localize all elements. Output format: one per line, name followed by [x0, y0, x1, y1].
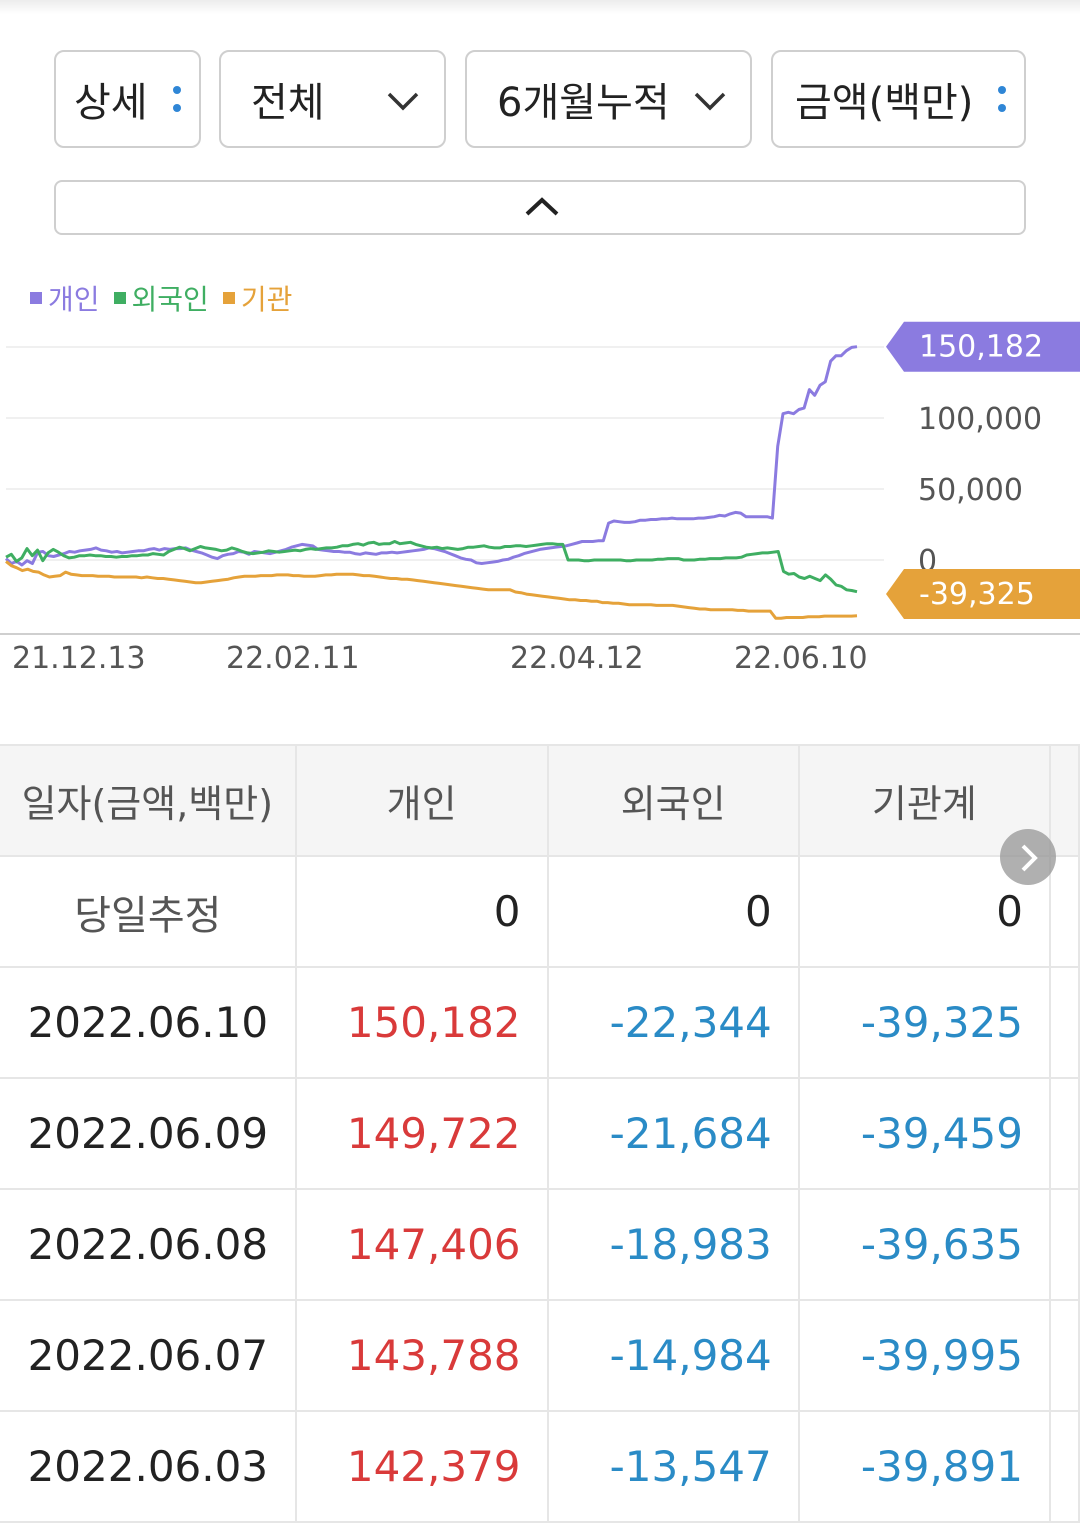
estimate-individual: 0: [295, 856, 549, 968]
chart-series: [4, 345, 858, 620]
table-row-estimate: 당일추정 0 0 0: [0, 856, 1080, 968]
chart-callouts: 150,182 -39,325: [886, 321, 1080, 619]
series-line-institution: [5, 560, 858, 620]
header-date: 일자(금액,백만): [0, 744, 297, 857]
x-tick-label: 22.06.10: [734, 641, 868, 676]
chevron-down-icon: [387, 92, 419, 111]
investor-table: 일자(금액,백만) 개인 외국인 기관계 당일추정 0 0 0 2022.06.…: [0, 744, 1080, 1523]
overflow-cell: [1049, 1300, 1080, 1412]
more-options-icon: [998, 86, 1006, 122]
legend-swatch: [222, 292, 235, 304]
overflow-cell: [1049, 856, 1080, 968]
overflow-cell: [1049, 967, 1080, 1079]
row-foreign: -18,983: [547, 1189, 800, 1301]
legend-label: 기관: [240, 283, 293, 316]
legend-swatch: [113, 292, 126, 304]
row-individual: 147,406: [295, 1189, 549, 1301]
table-header-row: 일자(금액,백만) 개인 외국인 기관계: [0, 744, 1080, 857]
legend-swatch: [30, 292, 42, 304]
table-row: 2022.06.10 150,182 -22,344 -39,325: [0, 967, 1080, 1079]
row-foreign: -13,547: [547, 1411, 800, 1523]
estimate-foreign: 0: [547, 856, 800, 968]
top-shadow: [0, 0, 1080, 14]
row-institution: -39,635: [798, 1189, 1051, 1301]
row-individual: 142,379: [295, 1411, 549, 1523]
row-date: 2022.06.07: [0, 1300, 297, 1412]
scope-select[interactable]: 전체: [219, 50, 446, 148]
row-institution: -39,995: [798, 1300, 1051, 1412]
legend-label: 개인: [48, 283, 100, 316]
detail-select-label: 상세: [74, 80, 148, 126]
more-options-icon: [173, 86, 181, 122]
chart-legend: 개인 외국인 기관: [30, 278, 292, 318]
x-tick-label: 22.02.11: [226, 641, 360, 676]
row-date: 2022.06.10: [0, 967, 297, 1079]
row-foreign: -21,684: [547, 1078, 800, 1190]
scope-select-label: 전체: [251, 80, 325, 126]
legend-label: 외국인: [131, 283, 209, 316]
detail-select[interactable]: 상세: [54, 50, 201, 148]
row-institution: -39,325: [798, 967, 1051, 1079]
individual-callout-label: 150,182: [919, 330, 1043, 365]
period-select[interactable]: 6개월누적: [465, 50, 752, 148]
chevron-right-icon: [1021, 844, 1038, 872]
series-line-individual: [4, 345, 858, 567]
y-tick-label: 100,000: [918, 402, 1042, 437]
estimate-label: 당일추정: [0, 856, 297, 968]
y-tick-label: 50,000: [918, 473, 1023, 508]
row-date: 2022.06.08: [0, 1189, 297, 1301]
table-row: 2022.06.07 143,788 -14,984 -39,995: [0, 1300, 1080, 1412]
row-foreign: -22,344: [547, 967, 800, 1079]
unit-select[interactable]: 금액(백만): [771, 50, 1026, 148]
institution-callout-label: -39,325: [919, 577, 1035, 612]
row-institution: -39,459: [798, 1078, 1051, 1190]
row-date: 2022.06.03: [0, 1411, 297, 1523]
legend-item-institution: 기관: [222, 278, 293, 318]
header-foreign: 외국인: [547, 744, 800, 857]
row-individual: 149,722: [295, 1078, 549, 1190]
table-row: 2022.06.09 149,722 -21,684 -39,459: [0, 1078, 1080, 1190]
x-tick-label: 22.04.12: [510, 641, 644, 676]
overflow-cell: [1049, 1411, 1080, 1523]
table-row: 2022.06.08 147,406 -18,983 -39,635: [0, 1189, 1080, 1301]
period-select-label: 6개월누적: [497, 80, 670, 126]
x-axis-ticks: 21.12.13 22.02.11 22.04.12 22.06.10: [12, 641, 868, 676]
series-line-foreign: [5, 540, 858, 594]
collapse-button[interactable]: [54, 180, 1026, 235]
row-foreign: -14,984: [547, 1300, 800, 1412]
header-overflow: [1049, 744, 1080, 857]
chart-grid: [6, 346, 884, 561]
row-individual: 143,788: [295, 1300, 549, 1412]
table-row: 2022.06.03 142,379 -13,547 -39,891: [0, 1411, 1080, 1523]
row-individual: 150,182: [295, 967, 549, 1079]
header-individual: 개인: [295, 744, 549, 857]
chevron-down-icon: [694, 92, 726, 111]
institution-callout-badge: [886, 569, 1080, 619]
unit-select-label: 금액(백만): [795, 80, 974, 126]
chevron-up-icon: [525, 197, 559, 216]
overflow-cell: [1049, 1189, 1080, 1301]
x-tick-label: 21.12.13: [12, 641, 146, 676]
overflow-cell: [1049, 1078, 1080, 1190]
legend-item-foreign: 외국인: [113, 278, 209, 318]
row-institution: -39,891: [798, 1411, 1051, 1523]
legend-item-individual: 개인: [30, 278, 100, 318]
scroll-right-button[interactable]: [1000, 829, 1056, 885]
row-date: 2022.06.09: [0, 1078, 297, 1190]
individual-callout-badge: [886, 321, 1080, 372]
